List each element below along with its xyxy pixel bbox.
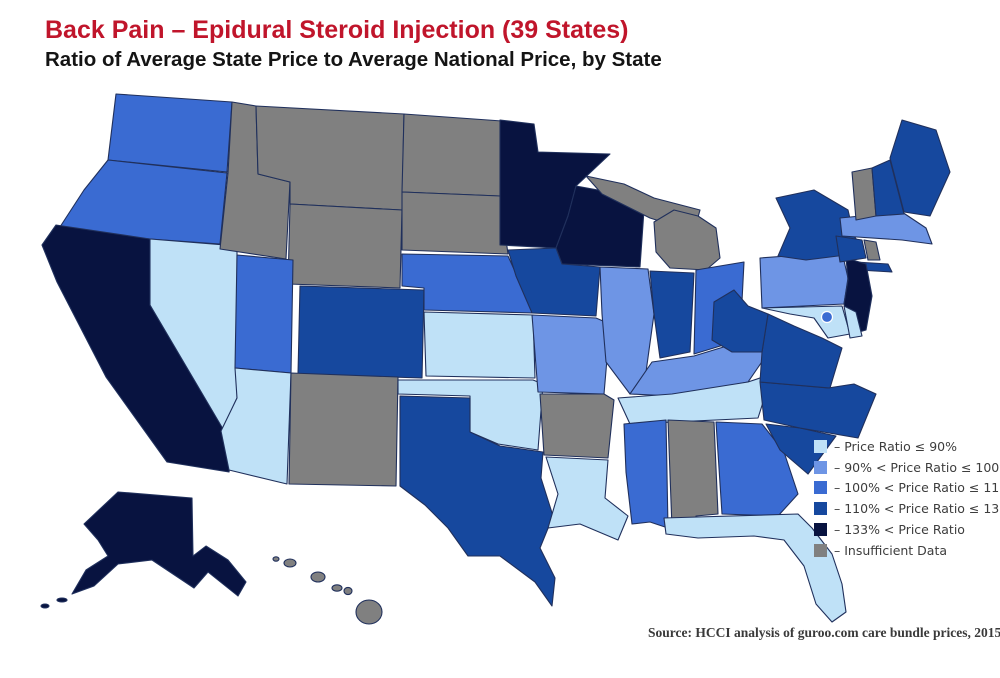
page-title: Back Pain – Epidural Steroid Injection (… [45,16,629,44]
state-new-mexico [288,372,399,487]
state-alaska [71,491,247,597]
state-hawaii-island [310,571,326,583]
legend-swatch-110to133 [814,502,827,516]
state-hawaii-island [343,586,353,596]
state-kansas [423,311,536,379]
legend-swatch-le90 [814,439,827,453]
legend-item-gt133: – 133% < Price Ratio [814,519,1000,540]
state-maine [889,119,951,217]
legend-swatch-insufficient [814,543,827,557]
page-subtitle: Ratio of Average State Price to Average … [45,48,662,71]
map-legend: – Price Ratio ≤ 90% – 90% < Price Ratio … [814,436,1000,561]
legend-item-100to110: – 100% < Price Ratio ≤ 110% [814,478,1000,499]
legend-item-le90: – Price Ratio ≤ 90% [814,436,1000,457]
state-hawaii-big-island [355,599,383,625]
legend-label-110to133: – 110% < Price Ratio ≤ 133% [834,501,1000,517]
state-connecticut [835,235,867,263]
state-new-hampshire [871,159,905,217]
source-note: Source: HCCI analysis of guroo.com care … [648,625,1000,640]
state-iowa [507,247,601,317]
state-north-carolina [759,381,877,439]
legend-swatch-gt133 [814,523,827,537]
legend-swatch-100to110 [814,481,827,495]
state-louisiana [545,456,629,541]
state-alaska-aleutian-island [56,597,68,603]
state-nebraska [401,253,534,314]
state-washington [107,93,233,173]
state-delaware [843,305,863,339]
state-arkansas [539,393,615,459]
legend-label-le90: – Price Ratio ≤ 90% [834,438,957,454]
legend-item-90to100: – 90% < Price Ratio ≤ 100% [814,457,1000,478]
state-mississippi [623,419,669,529]
state-pennsylvania [759,251,849,309]
state-virginia [759,313,843,389]
state-west-virginia [711,289,769,353]
state-south-carolina [765,423,837,475]
state-alaska-aleutian-island [40,603,50,609]
state-michigan-lower-peninsula [653,209,721,271]
legend-label-gt133: – 133% < Price Ratio [834,522,965,538]
legend-item-insufficient: – Insufficient Data [814,540,1000,561]
state-rhode-island [863,239,881,261]
legend-label-90to100: – 90% < Price Ratio ≤ 100% [834,459,1000,475]
legend-label-100to110: – 100% < Price Ratio ≤ 110% [834,480,1000,496]
state-district-of-columbia-dot [820,310,834,324]
legend-swatch-90to100 [814,460,827,474]
state-hawaii-island [272,556,280,562]
state-utah [234,254,294,374]
state-colorado [297,285,425,379]
state-south-dakota [401,191,509,255]
state-north-dakota [401,113,503,197]
legend-label-insufficient: – Insufficient Data [834,542,948,558]
legend-item-110to133: – 110% < Price Ratio ≤ 133% [814,498,1000,519]
state-indiana [649,270,695,359]
state-missouri [531,314,611,395]
state-wyoming [287,203,403,289]
state-hawaii-island [331,584,343,592]
state-hawaii-island [283,558,297,568]
state-texas [399,395,556,607]
